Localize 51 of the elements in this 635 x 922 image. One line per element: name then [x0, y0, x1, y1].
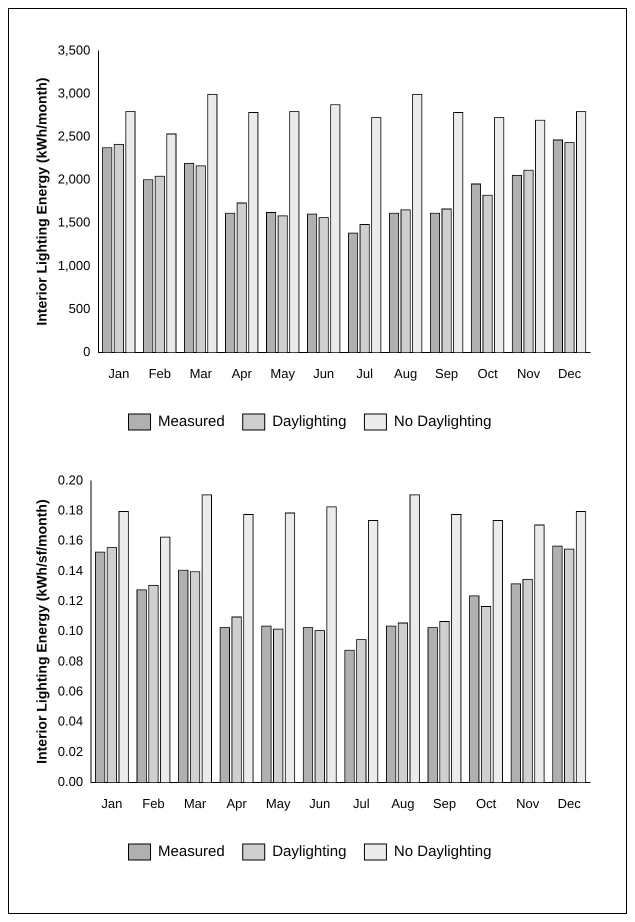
y-tick-label: 2,000: [58, 172, 90, 187]
x-tick-label: May: [266, 796, 291, 811]
x-tick-label: Jan: [101, 796, 122, 811]
x-tick-label: Jan: [108, 366, 130, 381]
y-tick-label: 0.04: [58, 714, 84, 729]
x-tick-label: Feb: [142, 796, 165, 811]
x-tick-label: Aug: [391, 796, 414, 811]
y-tick-label: 500: [68, 300, 90, 316]
x-tick-label: Oct: [476, 796, 497, 811]
x-tick-label: Jul: [353, 796, 370, 811]
y-tick-label: 0.08: [58, 653, 84, 668]
x-tick-label: Nov: [516, 796, 540, 811]
x-tick-label: Nov: [516, 366, 541, 381]
legend-label: No Daylighting: [394, 413, 492, 430]
y-tick-label: 0.18: [58, 502, 84, 518]
y-tick-label: 2,500: [58, 128, 90, 144]
x-tick-label: Dec: [558, 366, 582, 381]
x-tick-label: Sep: [435, 366, 458, 381]
x-tick-label: May: [270, 366, 296, 381]
y-tick-label: 3,000: [58, 85, 90, 100]
y-tick-label: 0.02: [58, 744, 84, 759]
y-tick-label: 0.00: [58, 774, 84, 789]
x-tick-label: Apr: [232, 366, 253, 381]
y-tick-label: 0.10: [58, 623, 84, 638]
y-tick-label: 3,500: [58, 42, 90, 58]
y-tick-label: 0.06: [58, 684, 84, 698]
y-tick-label: 0: [83, 344, 90, 359]
x-tick-label: Apr: [226, 796, 248, 811]
y-tick-label: 0.20: [58, 472, 84, 488]
y-axis-title: Interior Lighting Energy (kWh/sf/month): [33, 499, 50, 764]
legend-label: No Daylighting: [394, 843, 492, 860]
x-tick-label: Aug: [394, 366, 418, 381]
x-tick-label: Sep: [432, 796, 456, 811]
x-tick-label: Jul: [356, 366, 374, 381]
legend-label: Measured: [158, 843, 225, 860]
x-tick-label: Jun: [313, 366, 334, 381]
y-tick-label: 0.16: [58, 532, 84, 548]
y-tick-label: 1,000: [58, 258, 90, 273]
y-tick-label: 1,500: [58, 214, 90, 230]
legend-label: Daylighting: [272, 843, 346, 860]
x-tick-label: Mar: [184, 796, 207, 811]
x-tick-label: Dec: [558, 796, 582, 811]
y-tick-label: 0.14: [58, 562, 84, 578]
y-tick-label: 0.12: [58, 593, 84, 608]
x-tick-label: Oct: [477, 366, 498, 381]
x-tick-label: Feb: [148, 366, 171, 381]
x-tick-label: Jun: [309, 796, 330, 811]
y-axis-title: Interior Lighting Energy (kWh/month): [33, 78, 50, 326]
legend-label: Daylighting: [272, 413, 346, 430]
x-tick-label: Mar: [190, 366, 213, 381]
legend-label: Measured: [158, 413, 225, 430]
